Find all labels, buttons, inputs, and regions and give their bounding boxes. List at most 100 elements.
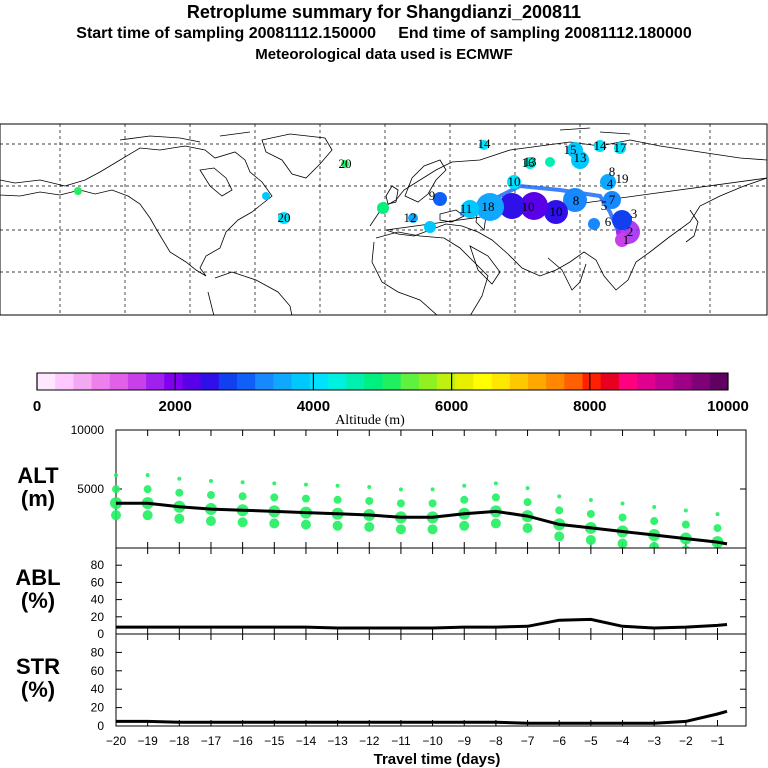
y-tick-label: 10000	[71, 423, 105, 437]
alt-scatter-point	[112, 485, 120, 494]
panel-yunit: (%)	[21, 677, 55, 702]
alt-scatter-point	[652, 505, 657, 510]
map-day-label: 7	[609, 192, 616, 207]
colorbar-cell	[455, 373, 474, 390]
x-axis-label: Travel time (days)	[374, 751, 501, 768]
plume-blob	[461, 200, 479, 218]
colorbar-cell	[346, 373, 365, 390]
map-day-label: 8	[573, 193, 580, 208]
map-day-label: 10	[522, 199, 535, 214]
coastline-greenland	[261, 133, 333, 179]
alt-scatter-point	[617, 538, 628, 549]
alt-scatter-point	[398, 487, 403, 492]
map-day-label: 8	[609, 164, 616, 179]
alt-scatter-point	[618, 513, 627, 522]
panel-frame	[115, 633, 747, 727]
coastline-north-america	[0, 145, 273, 277]
x-tick-label: −3	[647, 734, 661, 748]
map-day-label: 3	[631, 206, 638, 221]
x-tick-label: −16	[232, 734, 253, 748]
panel-yunit: (m)	[21, 486, 55, 511]
x-tick-label: −12	[359, 734, 380, 748]
colorbar-cell	[37, 373, 56, 390]
colorbar-cell	[218, 373, 238, 390]
alt-scatter-point	[715, 512, 720, 517]
alt-scatter-point	[272, 481, 277, 486]
colorbar-cell	[546, 373, 565, 390]
colorbar-cell	[400, 373, 420, 390]
colorbar-cell	[437, 373, 456, 390]
coastlines	[0, 127, 768, 315]
colorbar-cell	[146, 373, 165, 390]
alt-scatter-point	[462, 483, 467, 488]
coastline-arctic-islands	[119, 127, 631, 143]
y-tick-label: 40	[91, 593, 105, 607]
alt-scatter-point	[238, 492, 247, 501]
alt-scatter-point	[430, 487, 435, 492]
colorbar-cell	[582, 373, 602, 390]
map-day-label: 6	[605, 214, 612, 229]
series-line-str	[116, 709, 728, 725]
x-tick-label: −9	[457, 734, 471, 748]
colorbar-cell	[382, 373, 402, 390]
plume-blob	[545, 157, 555, 167]
alt-scatter-point	[588, 497, 593, 502]
map-day-label: 13	[574, 150, 587, 165]
alt-scatter-point	[301, 494, 310, 503]
colorbar: 0 2000 4000 6000 8000 10000 Altitude (m)	[33, 372, 749, 428]
colorbar-cell	[273, 373, 293, 390]
alt-scatter-point	[205, 516, 216, 527]
colorbar-tick-label: 0	[33, 398, 41, 415]
colorbar-cells	[37, 373, 729, 390]
alt-scatter-point	[525, 486, 530, 491]
y-tick-label: 80	[91, 558, 105, 572]
y-tick-label: 60	[91, 664, 105, 678]
coastline-arabia	[469, 245, 501, 285]
y-tick-label: 40	[91, 682, 105, 696]
map-day-label: 16	[522, 155, 536, 170]
alt-scatter-point	[586, 509, 595, 518]
map-day-label: 11	[460, 201, 473, 216]
panel-alt: 5000 10000 ALT(m)	[17, 423, 747, 560]
x-tick-label: −5	[584, 734, 598, 748]
alt-scatter-point	[177, 476, 182, 481]
alt-scatter-point	[365, 496, 374, 505]
colorbar-tick-label: 10000	[707, 398, 749, 415]
coastline-india	[547, 257, 587, 291]
colorbar-cell	[327, 373, 347, 390]
map-day-label: 15	[564, 142, 577, 157]
alt-scatter-point	[650, 517, 659, 526]
colorbar-cell	[127, 373, 147, 390]
x-tick-label: −8	[489, 734, 503, 748]
x-tick-label: −18	[169, 734, 190, 748]
alt-scatter-point	[522, 523, 533, 534]
panel-ylabel: STR	[16, 654, 60, 679]
colorbar-ticks: 0 2000 4000 6000 8000 10000	[33, 373, 749, 415]
y-tick-label: 80	[91, 645, 105, 659]
colorbar-cell	[491, 373, 511, 390]
colorbar-cell	[200, 373, 220, 390]
alt-scatter-point	[585, 534, 596, 545]
alt-scatter-point	[175, 488, 184, 497]
x-tick-label: −15	[264, 734, 285, 748]
alt-scatter-point	[555, 506, 564, 515]
plume-blob	[341, 160, 349, 168]
plume-blob	[524, 157, 536, 169]
alt-scatter-point	[208, 479, 213, 484]
colorbar-cell	[309, 373, 329, 390]
panel-ylabel: ABL	[15, 565, 60, 590]
colorbar-cell	[618, 373, 638, 390]
plume-blob	[600, 174, 616, 190]
map-day-label: 18	[482, 199, 495, 214]
colorbar-cell	[91, 373, 111, 390]
coastline-japan	[685, 209, 699, 243]
colorbar-cell	[691, 373, 711, 390]
alt-scatter-point	[491, 493, 500, 502]
alt-scatter-point	[300, 519, 311, 530]
map-day-label: 17	[614, 140, 628, 155]
plume-blob	[603, 191, 621, 209]
colorbar-cell	[655, 373, 674, 390]
x-tick-label: −10	[422, 734, 443, 748]
coastline-scandinavia	[404, 159, 447, 203]
